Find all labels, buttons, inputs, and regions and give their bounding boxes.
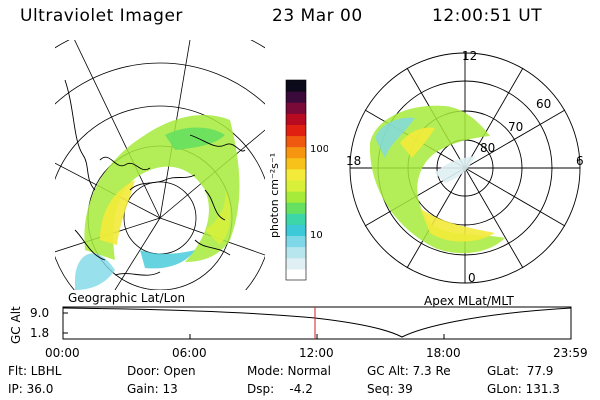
timeline-ytick-low: 1.8 (30, 326, 49, 340)
colorbar-swatch (286, 224, 306, 237)
timeline-xtick-0600: 06:00 (172, 346, 207, 360)
mlt-panel-label: Apex MLat/MLT (424, 294, 514, 308)
colorbar-swatch (286, 202, 306, 214)
colorbar-swatch (286, 246, 306, 259)
timeline-x-ticks (62, 334, 572, 339)
colorbar-swatch (286, 257, 306, 270)
colorbar-swatch (286, 124, 306, 137)
flt-info: Flt: LBHL (8, 364, 62, 378)
timeline-xtick-1800: 18:00 (426, 346, 461, 360)
colorbar-swatch (286, 146, 306, 159)
door-info: Door: Open (127, 364, 196, 378)
glon-info: GLon: 131.3 (487, 382, 560, 396)
time-label: 12:00:51 UT (432, 6, 543, 26)
geographic-map-panel (55, 40, 265, 290)
colorbar-swatch (286, 235, 306, 248)
mlat-label-70: 70 (508, 120, 523, 134)
colorbar-tick-100: 100 (310, 144, 328, 155)
colorbar-swatch (286, 91, 306, 103)
mlt-label-0: 0 (468, 271, 476, 285)
timeline-ytick-high: 9.0 (30, 306, 49, 320)
gcalt-info: GC Alt: 7.3 Re (367, 364, 451, 378)
timeline-xtick-1200: 12:00 (299, 346, 334, 360)
colorbar: 100 10 photon cm⁻²s⁻¹ (268, 79, 328, 281)
colorbar-swatch (286, 102, 306, 114)
ip-info: IP: 36.0 (8, 382, 54, 396)
mlt-label-6: 6 (576, 154, 584, 168)
mlt-label-12: 12 (462, 49, 477, 63)
geographic-panel-label: Geographic Lat/Lon (68, 291, 186, 305)
timeline-xtick-0000: 00:00 (45, 346, 80, 360)
colorbar-units-label: photon cm⁻²s⁻¹ (268, 153, 281, 238)
aurora-oval-geo (75, 115, 240, 290)
polar-mlt-panel: 12 18 6 0 60 70 80 (346, 49, 584, 285)
colorbar-swatch (286, 157, 306, 170)
mlat-label-60: 60 (536, 97, 551, 111)
gain-info: Gain: 13 (127, 382, 178, 396)
colorbar-gradient (286, 80, 306, 281)
date-label: 23 Mar 00 (272, 6, 363, 26)
colorbar-swatch (286, 213, 306, 225)
altitude-timeline-plot: 9.0 1.8 GC Alt 00:00 06:00 12:00 18:00 2… (9, 306, 588, 360)
colorbar-tick-10: 10 (310, 230, 323, 241)
altitude-curve (62, 307, 572, 338)
colorbar-swatch (286, 191, 306, 203)
colorbar-swatch (286, 268, 306, 281)
mlt-label-18: 18 (346, 154, 361, 168)
coastlines (64, 79, 246, 276)
colorbar-swatch (286, 168, 306, 181)
glat-info: GLat: 77.9 (487, 364, 554, 378)
mlat-label-80: 80 (480, 141, 495, 155)
dsp-info: Dsp: -4.2 (247, 382, 313, 396)
colorbar-swatch (286, 80, 306, 92)
timeline-ylabel: GC Alt (9, 306, 23, 344)
instrument-title: Ultraviolet Imager (20, 6, 183, 26)
timeline-xtick-2359: 23:59 (553, 346, 588, 360)
mode-info: Mode: Normal (247, 364, 331, 378)
colorbar-swatch (286, 135, 306, 148)
colorbar-swatch (286, 180, 306, 192)
seq-info: Seq: 39 (367, 382, 413, 396)
colorbar-swatch (286, 113, 306, 125)
aurora-oval-mlt (369, 105, 505, 254)
